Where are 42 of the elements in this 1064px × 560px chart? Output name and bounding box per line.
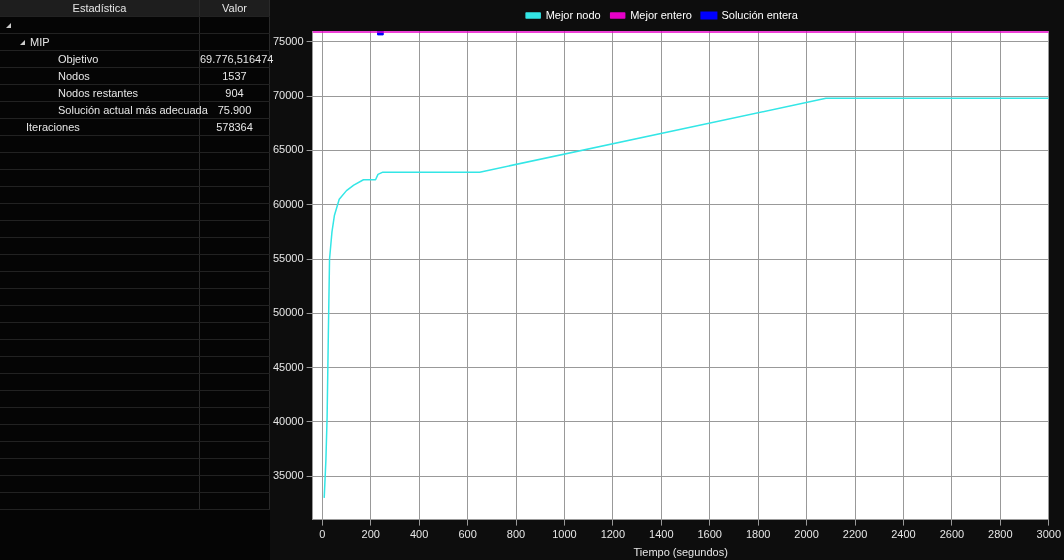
y-tick-label: 65000 — [272, 143, 304, 156]
x-tick-label: 2000 — [794, 528, 819, 541]
text: Estadística — [0, 0, 200, 16]
text: Objetivo — [0, 51, 200, 67]
y-tick-label: 70000 — [272, 89, 304, 102]
text: Iteraciones — [0, 119, 200, 135]
x-tick-label: 2200 — [842, 528, 868, 541]
y-tick-label: 50000 — [272, 306, 304, 319]
text: Nodos restantes — [0, 85, 200, 101]
x-tick-label: 0 — [319, 528, 326, 541]
x-tick-label: 200 — [361, 528, 380, 541]
text: 69.776,516474 — [200, 52, 274, 67]
y-tick-label: 40000 — [272, 414, 304, 427]
x-tick-label: 1800 — [745, 528, 771, 541]
x-tick-label: 1200 — [600, 528, 626, 541]
text: 904 — [200, 85, 270, 101]
text: Solución actual más adecuada — [57, 103, 208, 118]
text: MIP — [0, 34, 200, 50]
x-tick-label: 600 — [458, 528, 477, 541]
x-tick-label: 3000 — [1036, 528, 1062, 541]
x-tick-label: 2400 — [891, 528, 916, 541]
x-tick-label: 2600 — [939, 528, 965, 541]
text: Valor — [200, 0, 270, 16]
text: 578364 — [200, 119, 270, 135]
legend-label: Solución entera — [721, 8, 799, 21]
legend-label: Mejor nodo — [545, 8, 601, 21]
x-tick-label: 800 — [506, 528, 526, 541]
x-tick-label: 2800 — [988, 528, 1013, 541]
text: Nodos — [0, 68, 200, 84]
legend-label: Mejor entero — [630, 8, 692, 21]
y-tick-label: 55000 — [272, 252, 304, 265]
text: 1537 — [200, 68, 270, 84]
y-tick-label: 75000 — [272, 34, 304, 47]
x-axis-title: Tiempo (segundos) — [633, 546, 728, 559]
text: 75.900 — [217, 104, 252, 116]
y-tick-label: 35000 — [272, 469, 304, 482]
x-tick-label: 1000 — [552, 528, 577, 541]
x-tick-label: 1600 — [697, 528, 722, 541]
x-tick-label: 1400 — [649, 528, 674, 541]
y-tick-label: 45000 — [272, 360, 304, 373]
y-tick-label: 60000 — [272, 197, 304, 210]
x-tick-label: 400 — [409, 528, 429, 541]
